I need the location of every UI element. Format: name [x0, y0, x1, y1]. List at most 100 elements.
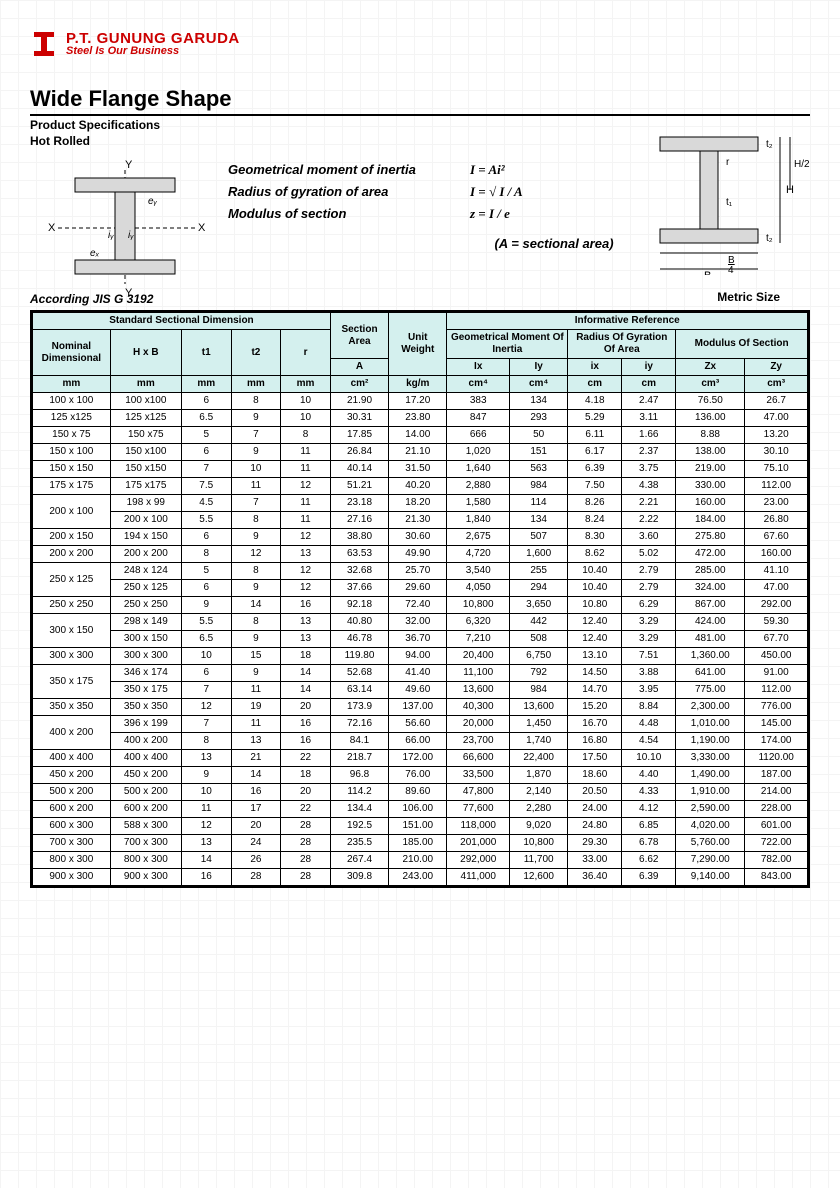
table-cell: 23,700: [447, 733, 510, 750]
svg-text:iᵧ: iᵧ: [128, 230, 134, 241]
table-cell: 173.9: [330, 699, 388, 716]
hdr-r: r: [281, 330, 331, 376]
table-cell: 21: [231, 750, 281, 767]
table-cell: 250 x 125: [33, 563, 111, 597]
table-cell: 13: [281, 546, 331, 563]
table-cell: 46.78: [330, 631, 388, 648]
section-diagram-xy: Y Y X X eᵧ iᵧ iᵧ eₓ: [30, 156, 210, 286]
table-cell: 6: [181, 529, 231, 546]
hdr-ixr: ix: [568, 359, 622, 376]
table-cell: 89.60: [389, 784, 447, 801]
table-cell: 18: [281, 648, 331, 665]
page-title: Wide Flange Shape: [30, 86, 810, 116]
table-cell: 13: [281, 631, 331, 648]
table-cell: 292,000: [447, 852, 510, 869]
table-cell: 1,910.00: [676, 784, 745, 801]
table-cell: 250 x 250: [33, 597, 111, 614]
table-cell: 20,000: [447, 716, 510, 733]
table-cell: 12: [281, 580, 331, 597]
table-cell: 6,320: [447, 614, 510, 631]
table-cell: 30.31: [330, 410, 388, 427]
table-cell: 350 x 350: [110, 699, 181, 716]
table-cell: 500 x 200: [110, 784, 181, 801]
table-row: 300 x 1506.591346.7836.707,21050812.403.…: [33, 631, 808, 648]
table-cell: 151.00: [389, 818, 447, 835]
svg-text:t₂: t₂: [766, 233, 773, 244]
table-cell: 28: [231, 869, 281, 886]
table-cell: 14.70: [568, 682, 622, 699]
table-cell: 150 x150: [110, 461, 181, 478]
table-cell: 23.00: [745, 495, 808, 512]
table-cell: 12.40: [568, 631, 622, 648]
table-cell: 10: [281, 393, 331, 410]
table-cell: 5,760.00: [676, 835, 745, 852]
table-cell: 56.60: [389, 716, 447, 733]
table-cell: 30.10: [745, 444, 808, 461]
table-cell: 641.00: [676, 665, 745, 682]
svg-text:H/2: H/2: [794, 159, 810, 170]
table-cell: 298 x 149: [110, 614, 181, 631]
table-cell: 36.40: [568, 869, 622, 886]
table-cell: 776.00: [745, 699, 808, 716]
table-cell: 8: [181, 546, 231, 563]
svg-text:t₁: t₁: [726, 197, 733, 208]
table-cell: 24.80: [568, 818, 622, 835]
svg-text:4: 4: [728, 265, 734, 275]
table-row: 700 x 300700 x 300132428235.5185.00201,0…: [33, 835, 808, 852]
hdr-std: Standard Sectional Dimension: [33, 313, 331, 330]
table-row: 800 x 300800 x 300142628267.4210.00292,0…: [33, 852, 808, 869]
table-cell: 3.88: [622, 665, 676, 682]
table-cell: 13,600: [447, 682, 510, 699]
table-cell: 17.50: [568, 750, 622, 767]
table-cell: 21.90: [330, 393, 388, 410]
table-cell: 4.18: [568, 393, 622, 410]
hdr-info: Informative Reference: [447, 313, 808, 330]
table-cell: 77,600: [447, 801, 510, 818]
table-cell: 400 x 200: [33, 716, 111, 750]
table-cell: 6.85: [622, 818, 676, 835]
table-cell: 900 x 300: [110, 869, 181, 886]
table-cell: 350 x 175: [110, 682, 181, 699]
table-cell: 26: [231, 852, 281, 869]
table-cell: 17.20: [389, 393, 447, 410]
table-cell: 138.00: [676, 444, 745, 461]
table-cell: 28: [281, 869, 331, 886]
table-row: 350 x 175346 x 174691452.6841.4011,10079…: [33, 665, 808, 682]
table-cell: 23.80: [389, 410, 447, 427]
table-cell: 6,750: [510, 648, 568, 665]
table-cell: 601.00: [745, 818, 808, 835]
table-cell: 5.5: [181, 512, 231, 529]
metric-label: Metric Size: [717, 290, 780, 304]
table-cell: 450.00: [745, 648, 808, 665]
table-cell: 26.80: [745, 512, 808, 529]
formula-modulus-label: Modulus of section: [228, 206, 448, 222]
table-cell: 21.10: [389, 444, 447, 461]
table-cell: 346 x 174: [110, 665, 181, 682]
table-cell: 8.24: [568, 512, 622, 529]
table-cell: 18.60: [568, 767, 622, 784]
table-cell: 309.8: [330, 869, 388, 886]
table-cell: 11: [281, 461, 331, 478]
table-cell: 200 x 200: [33, 546, 111, 563]
table-cell: 13.10: [568, 648, 622, 665]
table-cell: 17.85: [330, 427, 388, 444]
table-row: 200 x 200200 x 2008121363.5349.904,7201,…: [33, 546, 808, 563]
standard-ref: According JIS G 3192: [30, 292, 153, 306]
table-cell: 500 x 200: [33, 784, 111, 801]
table-cell: 5.5: [181, 614, 231, 631]
table-cell: 900 x 300: [33, 869, 111, 886]
table-cell: 228.00: [745, 801, 808, 818]
hdr-area: Section Area: [330, 313, 388, 359]
table-cell: 41.10: [745, 563, 808, 580]
table-cell: 10: [281, 410, 331, 427]
table-cell: 137.00: [389, 699, 447, 716]
table-cell: 7,290.00: [676, 852, 745, 869]
table-cell: 51.21: [330, 478, 388, 495]
table-row: 400 x 400400 x 400132122218.7172.0066,60…: [33, 750, 808, 767]
table-cell: 2,280: [510, 801, 568, 818]
table-cell: 136.00: [676, 410, 745, 427]
table-cell: 112.00: [745, 682, 808, 699]
table-cell: 66,600: [447, 750, 510, 767]
table-cell: 16: [281, 733, 331, 750]
table-row: 175 x 175175 x1757.5111251.2140.202,8809…: [33, 478, 808, 495]
